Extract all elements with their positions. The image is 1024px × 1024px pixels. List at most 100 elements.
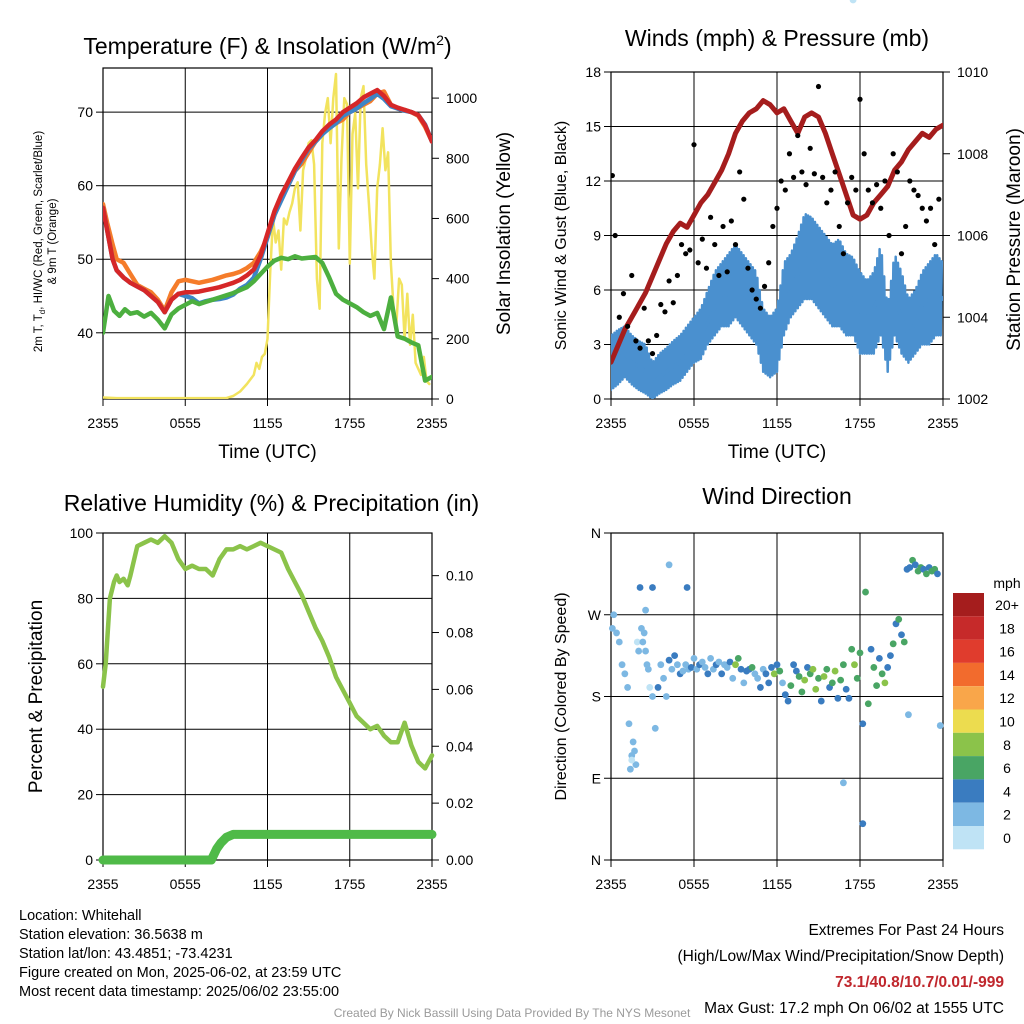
x-tick-label: 2355 <box>416 415 447 431</box>
direction-point <box>636 584 644 591</box>
y-right-tick-label: 0.02 <box>446 795 473 811</box>
direction-point <box>624 684 631 691</box>
gust-point <box>890 151 896 157</box>
x-axis-label: Time (UTC) <box>728 442 827 463</box>
direction-point <box>831 667 839 675</box>
legend-swatch <box>953 593 984 617</box>
gust-point <box>936 196 942 202</box>
direction-point <box>873 682 880 689</box>
x-tick-label: 0555 <box>170 415 201 431</box>
direction-point <box>823 665 831 673</box>
station-info: Location: Whitehall Station elevation: 3… <box>19 907 341 1002</box>
direction-point <box>651 724 659 732</box>
direction-point <box>626 765 634 773</box>
direction-panel: 2355 0555 1155 1755 2355 N E S W N Wind Direction D… <box>553 0 1021 892</box>
x-tick-label: 1155 <box>762 415 792 431</box>
direction-point <box>613 629 620 637</box>
gust-point <box>932 241 938 248</box>
direction-point <box>801 676 809 684</box>
gust-point <box>699 236 705 242</box>
gust-point <box>674 272 681 279</box>
direction-point <box>660 674 667 682</box>
gust-point <box>853 187 859 193</box>
x-tick-label: 0555 <box>170 876 201 892</box>
gust-point <box>820 174 826 180</box>
direction-point <box>834 694 842 702</box>
direction-point <box>923 570 930 578</box>
gust-point <box>654 332 660 339</box>
gust-point <box>712 241 718 248</box>
gust-point <box>828 187 834 193</box>
gust-point <box>761 283 768 289</box>
x-tick-label: 2355 <box>927 415 958 431</box>
direction-point <box>837 676 845 684</box>
x-tick-label: 1755 <box>334 415 365 431</box>
chart-title: Winds (mph) & Pressure (mb) <box>625 25 929 51</box>
direction-point <box>679 667 687 675</box>
y-tick-label: W <box>588 607 602 623</box>
y-tick-label: 20 <box>77 787 93 803</box>
direction-point <box>884 664 892 671</box>
direction-point <box>642 606 649 614</box>
direction-point <box>867 645 875 653</box>
gust-point <box>857 96 863 102</box>
max-gust: Max Gust: 17.2 mph On 06/02 at 1555 UTC <box>704 1000 1004 1017</box>
direction-point <box>934 570 941 578</box>
gust-point <box>832 169 838 175</box>
y-tick-label: 6 <box>593 282 601 298</box>
gust-point <box>703 265 710 271</box>
gust-point <box>894 169 900 175</box>
legend-swatch <box>953 662 984 687</box>
gust-point <box>695 260 701 266</box>
gust-point <box>687 247 693 253</box>
legend-swatch <box>953 709 984 733</box>
gust-point <box>786 151 793 157</box>
gust-point <box>927 205 934 211</box>
direction-point <box>621 670 629 678</box>
plot-frame <box>610 532 944 861</box>
legend-swatch <box>953 779 984 803</box>
direction-point <box>870 664 878 671</box>
gust-point <box>886 232 892 239</box>
gust-point <box>732 241 739 248</box>
legend-title: mph <box>993 575 1020 591</box>
y-axis-label: 2m T, Td, HI/WC (Red, Green, Scarlet/Blu… <box>33 131 47 352</box>
gust-point <box>915 192 921 199</box>
direction-point <box>762 670 770 678</box>
direction-point <box>804 664 811 671</box>
direction-point <box>635 647 643 655</box>
direction-point <box>748 664 756 671</box>
direction-point <box>828 679 836 687</box>
info-timestamp: Most recent data timestamp: 2025/06/02 2… <box>19 984 340 1000</box>
legend-label: 0 <box>1003 830 1011 846</box>
direction-point <box>754 674 762 682</box>
y-right-tick-label: 1010 <box>957 64 988 80</box>
direction-point <box>668 665 676 673</box>
direction-point <box>639 638 647 646</box>
direction-point <box>649 584 656 591</box>
x-tick-label: 0555 <box>678 876 709 892</box>
temperature-line-3 <box>103 254 432 383</box>
y-axis-label: Sonic Wind & Gust (Blue, Black) <box>553 121 570 350</box>
y-tick-label: 18 <box>585 64 601 80</box>
gust-point <box>633 338 639 344</box>
direction-point <box>729 674 737 682</box>
direction-point <box>911 561 919 569</box>
gust-point <box>753 296 759 302</box>
y-right-tick-label: 1006 <box>957 228 988 244</box>
gust-point <box>770 223 776 230</box>
gust-point <box>662 309 668 315</box>
y-axis-label: Percent & Precipitation <box>26 600 47 793</box>
humidity-series <box>98 534 437 865</box>
gust-point <box>612 232 618 239</box>
gust-point <box>882 178 888 184</box>
plot-frame <box>102 67 433 400</box>
legend-label: 20+ <box>995 597 1019 613</box>
y-tick-label: 9 <box>593 228 601 244</box>
gust-point <box>923 218 930 224</box>
gust-point <box>616 314 622 320</box>
direction-point <box>690 654 698 662</box>
y-tick-label: N <box>591 852 601 868</box>
gust-point <box>911 187 917 193</box>
